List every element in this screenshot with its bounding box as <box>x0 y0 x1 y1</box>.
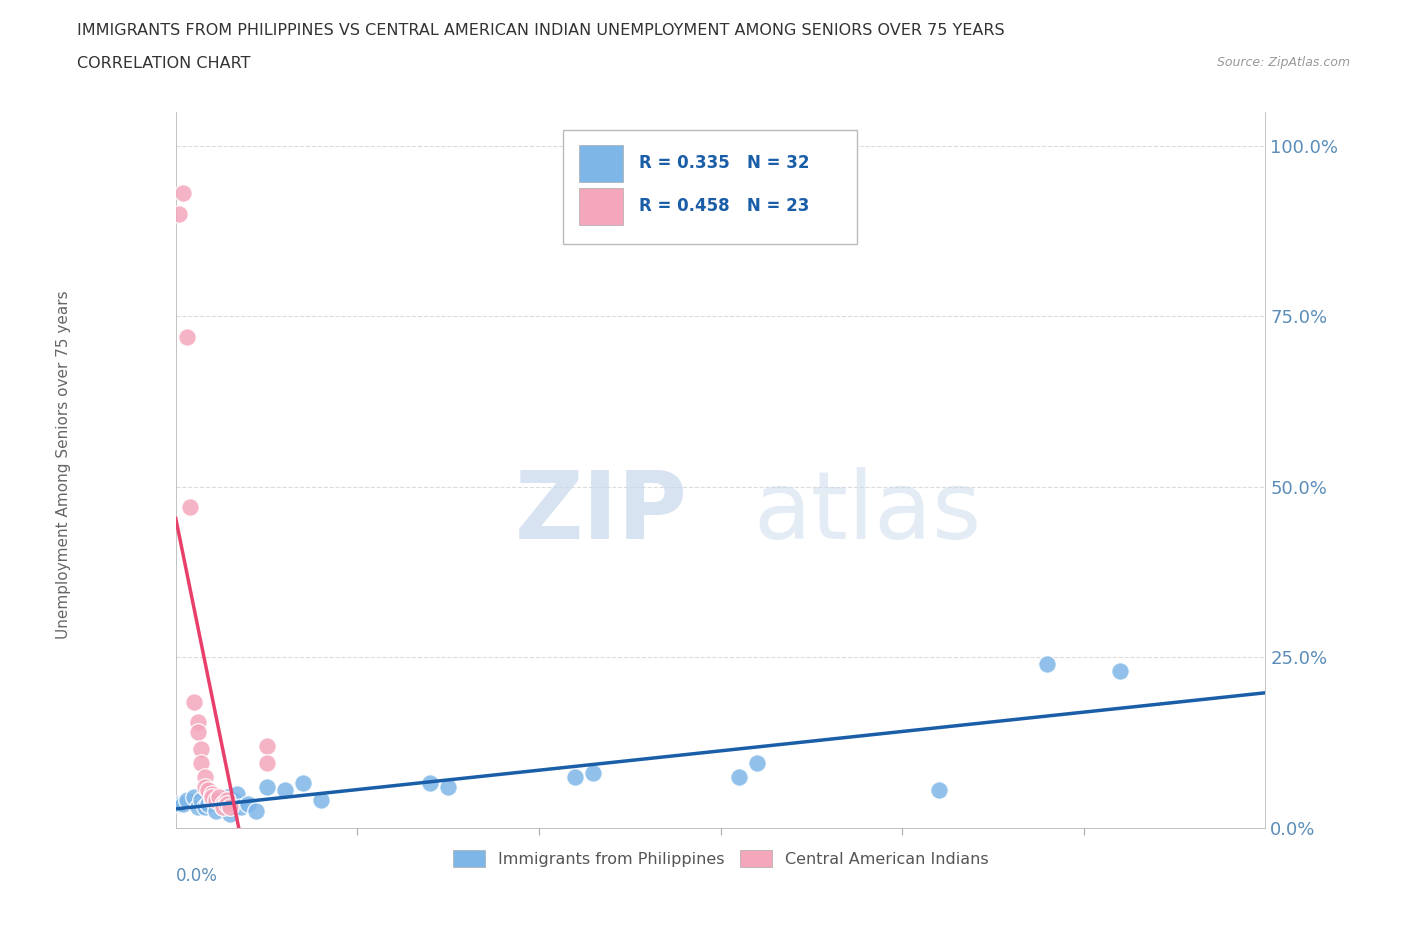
Text: R = 0.335   N = 32: R = 0.335 N = 32 <box>638 154 810 172</box>
Point <box>219 806 242 821</box>
Text: CORRELATION CHART: CORRELATION CHART <box>77 56 250 71</box>
Point <box>204 793 226 808</box>
Point <box>437 779 460 794</box>
Point <box>245 804 267 818</box>
Point <box>274 783 297 798</box>
Text: R = 0.458   N = 23: R = 0.458 N = 23 <box>638 197 810 215</box>
Point <box>169 206 191 221</box>
Point <box>169 796 191 811</box>
Point <box>212 800 235 815</box>
Point <box>176 793 198 808</box>
Point <box>222 793 245 808</box>
Point <box>194 800 217 815</box>
Point <box>256 755 278 770</box>
Point <box>201 793 224 808</box>
Point <box>226 786 249 801</box>
Point <box>219 800 242 815</box>
Point <box>564 769 586 784</box>
Point <box>215 790 238 804</box>
Point <box>183 790 205 804</box>
Point <box>186 724 209 739</box>
Point <box>197 783 219 798</box>
Point <box>186 800 209 815</box>
Point <box>1036 657 1059 671</box>
Point <box>1109 663 1132 678</box>
Point <box>197 796 219 811</box>
Point <box>291 776 314 790</box>
Text: atlas: atlas <box>754 467 981 559</box>
Point <box>208 790 231 804</box>
Text: ZIP: ZIP <box>515 467 688 559</box>
Point <box>256 779 278 794</box>
Point <box>419 776 441 790</box>
Point <box>215 796 238 811</box>
Text: Source: ZipAtlas.com: Source: ZipAtlas.com <box>1216 56 1350 69</box>
Point <box>190 755 212 770</box>
Point <box>745 755 768 770</box>
Point <box>231 800 253 815</box>
Point <box>186 714 209 729</box>
Bar <box>579 188 623 225</box>
Point <box>928 783 950 798</box>
Point <box>201 790 224 804</box>
Point <box>172 796 194 811</box>
Text: 0.0%: 0.0% <box>176 867 218 885</box>
Point <box>727 769 749 784</box>
Point <box>204 804 226 818</box>
Point <box>208 793 231 808</box>
Point <box>256 738 278 753</box>
Text: Unemployment Among Seniors over 75 years: Unemployment Among Seniors over 75 years <box>56 291 70 639</box>
Point <box>176 329 198 344</box>
Point <box>172 186 194 201</box>
Point <box>215 793 238 808</box>
Point <box>194 769 217 784</box>
Legend: Immigrants from Philippines, Central American Indians: Immigrants from Philippines, Central Ame… <box>447 844 994 873</box>
Point <box>201 786 224 801</box>
Point <box>183 694 205 709</box>
Point <box>190 793 212 808</box>
Point <box>194 779 217 794</box>
FancyBboxPatch shape <box>562 129 856 244</box>
Bar <box>579 144 623 181</box>
Text: IMMIGRANTS FROM PHILIPPINES VS CENTRAL AMERICAN INDIAN UNEMPLOYMENT AMONG SENIOR: IMMIGRANTS FROM PHILIPPINES VS CENTRAL A… <box>77 23 1005 38</box>
Point <box>212 800 235 815</box>
Point <box>190 742 212 757</box>
Point <box>582 765 605 780</box>
Point <box>238 796 260 811</box>
Point <box>309 793 332 808</box>
Point <box>212 796 235 811</box>
Point <box>179 499 201 514</box>
